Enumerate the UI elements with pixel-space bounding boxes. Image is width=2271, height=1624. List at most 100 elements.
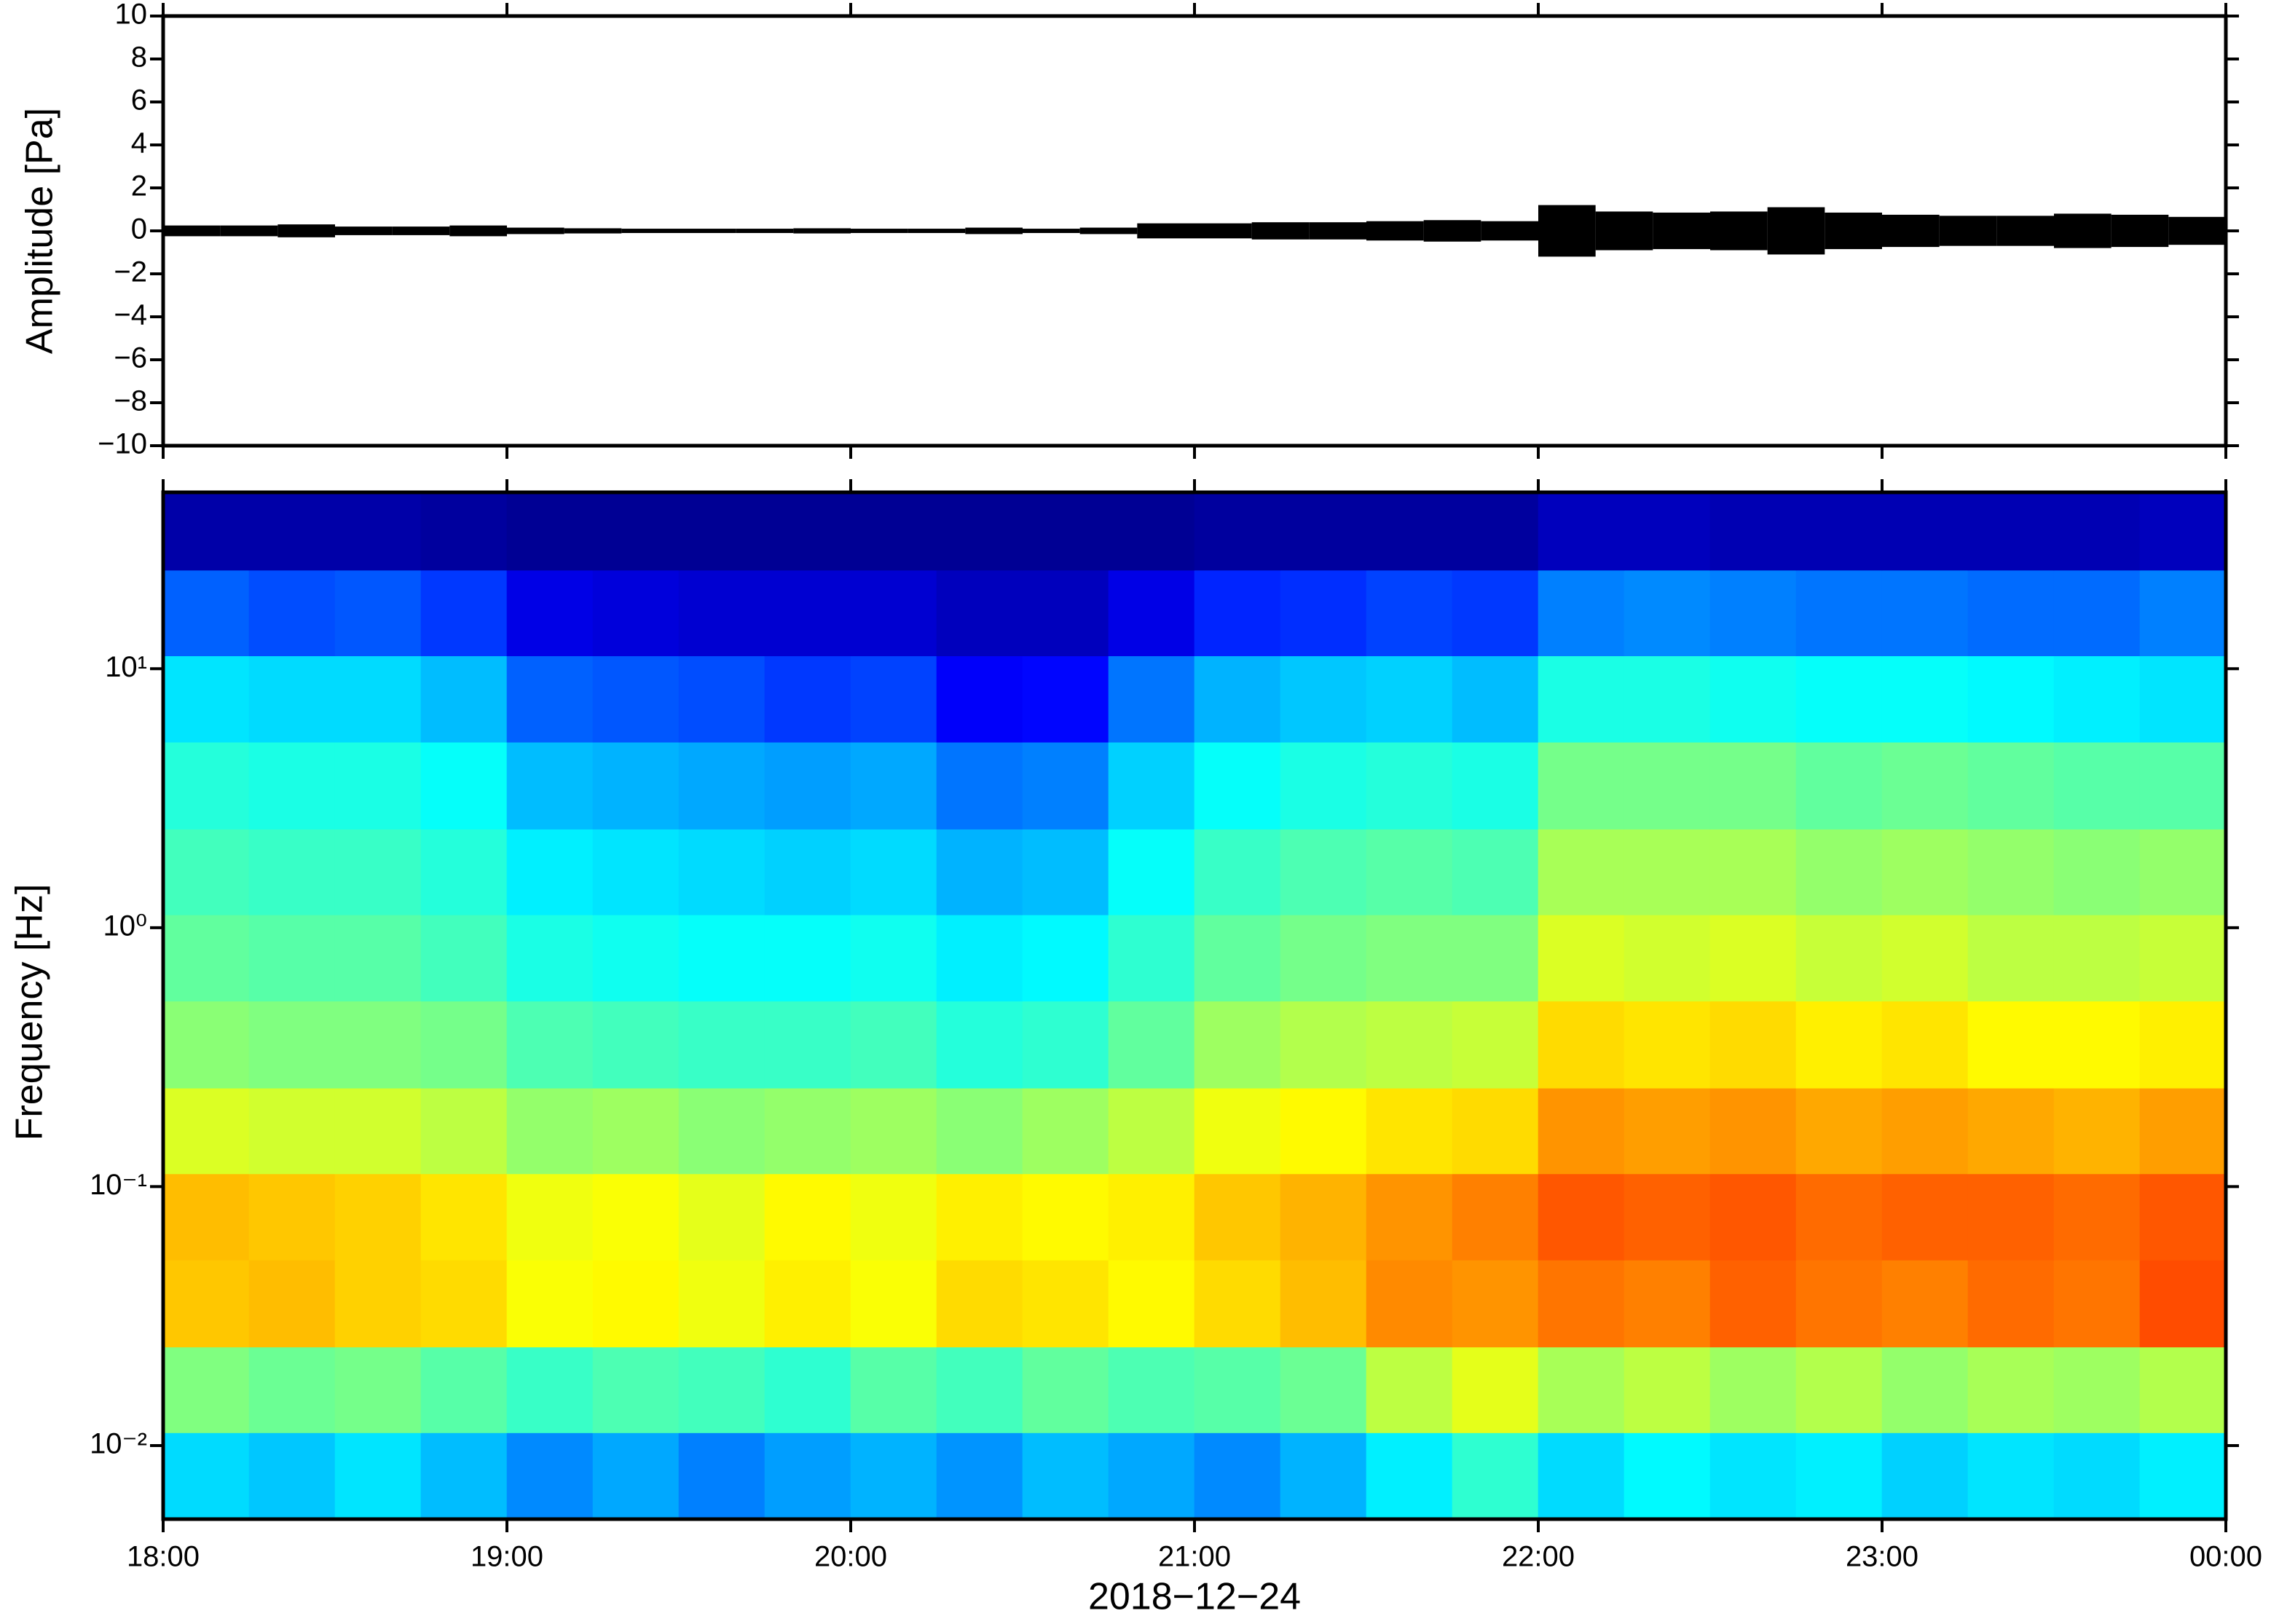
spectrogram-cell [248, 915, 336, 1002]
spectrogram-cell [1108, 1347, 1195, 1433]
amplitude-envelope [1939, 216, 1997, 246]
amplitude-envelope [965, 227, 1023, 234]
spectrogram-cell [1194, 569, 1281, 657]
spectrogram-cell [162, 1347, 250, 1433]
spectrogram-cell [1194, 1260, 1281, 1348]
y-tick-label: 10⁻² [90, 1428, 147, 1460]
spectrogram-cell [1709, 1087, 1797, 1175]
spectrogram-cell [248, 1173, 336, 1261]
amplitude-envelope [1366, 221, 1424, 241]
spectrogram-cell [1280, 1173, 1367, 1261]
spectrogram-cell [2053, 829, 2141, 915]
spectrogram-cell [420, 915, 508, 1002]
spectrogram-cell [2139, 492, 2227, 571]
amplitude-envelope [1137, 223, 1194, 239]
spectrogram-cell [162, 1087, 250, 1175]
spectrogram-cell [678, 1347, 765, 1433]
spectrogram-cell [1108, 829, 1195, 915]
y-tick-label: 10⁻¹ [90, 1169, 147, 1201]
spectrogram-cell [2053, 655, 2141, 743]
spectrogram-cell [850, 1260, 937, 1348]
amplitude-envelope [1194, 223, 1252, 239]
spectrogram-cell [1194, 1087, 1281, 1175]
spectrogram-cell [1108, 1087, 1195, 1175]
x-tick-label: 19:00 [471, 1541, 543, 1573]
spectrogram-cell [850, 915, 937, 1002]
spectrogram-cell [678, 915, 765, 1002]
spectrogram-cell [1881, 915, 1969, 1002]
spectrogram-cell [506, 569, 594, 657]
amplitude-envelope [163, 225, 221, 237]
spectrogram-cell [936, 1001, 1023, 1089]
spectrogram-cell [1194, 1173, 1281, 1261]
spectrogram-cell [1022, 492, 1109, 571]
spectrogram-cell [1709, 1432, 1797, 1520]
amplitude-envelope [335, 226, 393, 235]
spectrogram-cell [850, 741, 937, 829]
spectrogram-cell [1022, 829, 1109, 915]
spectrogram-cell [1709, 569, 1797, 657]
spectrogram-cell [1623, 1432, 1711, 1520]
spectrogram-cell [1709, 1001, 1797, 1089]
spectrogram-cell [678, 569, 765, 657]
spectrogram-cell [248, 492, 336, 571]
spectrogram-cell [1623, 1173, 1711, 1261]
spectrogram-cell [1967, 569, 2055, 657]
spectrogram-cell [1881, 492, 1969, 571]
spectrogram-cell [1967, 1347, 2055, 1433]
spectrogram-cell [1022, 1260, 1109, 1348]
spectrogram-cell [1795, 569, 1883, 657]
spectrogram-cell [1795, 1347, 1883, 1433]
spectrogram-cell [1881, 569, 1969, 657]
spectrogram-cell [764, 741, 851, 829]
amplitude-envelope [278, 224, 335, 237]
spectrogram-cell [1280, 492, 1367, 571]
spectrogram-cell [1108, 492, 1195, 571]
spectrogram-cell [334, 655, 422, 743]
spectrogram-cell [1452, 655, 1539, 743]
spectrogram-cell [420, 829, 508, 915]
spectrogram-cell [248, 1260, 336, 1348]
spectrogram-cell [1538, 1347, 1625, 1433]
spectrogram-cell [1709, 492, 1797, 571]
spectrogram-cell [1452, 1173, 1539, 1261]
spectrogram-cell [1967, 741, 2055, 829]
spectrogram-cell [1538, 915, 1625, 1002]
spectrogram-cell [678, 741, 765, 829]
amplitude-envelope [2111, 214, 2169, 248]
spectrogram-cell [420, 569, 508, 657]
spectrogram-cell [1108, 741, 1195, 829]
spectrogram-cell [1538, 655, 1625, 743]
spectrogram-cell [506, 492, 594, 571]
spectrogram-cell [1366, 1347, 1453, 1433]
spectrogram-cell [936, 1432, 1023, 1520]
spectrogram-cell [1623, 915, 1711, 1002]
spectrogram-cell [678, 1260, 765, 1348]
spectrogram-cell [1280, 1432, 1367, 1520]
spectrogram-cell [1366, 1173, 1453, 1261]
spectrogram-cell [1623, 1347, 1711, 1433]
spectrogram-cell [1538, 829, 1625, 915]
y-tick-label: 10¹ [105, 651, 147, 683]
spectrogram-cell [2053, 1173, 2141, 1261]
spectrogram-cell [334, 1260, 422, 1348]
spectrogram-cell [764, 1432, 851, 1520]
spectrogram-cell [1452, 1087, 1539, 1175]
spectrogram-cell [1623, 741, 1711, 829]
x-tick-label: 21:00 [1158, 1541, 1231, 1573]
spectrogram-cell [1366, 1001, 1453, 1089]
spectrogram-cell [936, 915, 1023, 1002]
spectrogram-cell [1623, 569, 1711, 657]
amplitude-envelope [1538, 205, 1596, 257]
amplitude-envelope [449, 225, 507, 237]
spectrogram-cell [1108, 1173, 1195, 1261]
y-tick-label: −2 [114, 256, 147, 288]
spectrogram-cell [764, 1347, 851, 1433]
spectrogram-cell [334, 915, 422, 1002]
spectrogram-cell [248, 1087, 336, 1175]
spectrogram-cell [420, 1173, 508, 1261]
y-axis-title: Frequency [Hz] [9, 884, 51, 1141]
spectrogram-cell [850, 1347, 937, 1433]
spectrogram-cell [1709, 829, 1797, 915]
